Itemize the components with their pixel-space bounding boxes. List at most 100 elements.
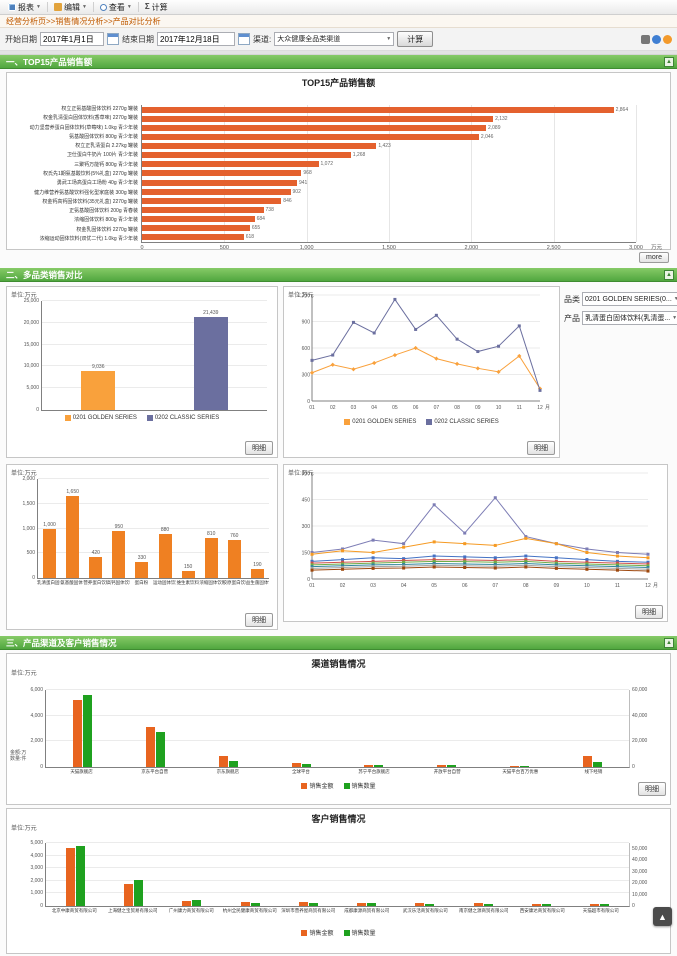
detail-button[interactable]: 明细 <box>638 782 666 796</box>
more-button[interactable]: more <box>639 252 669 263</box>
bar-groups <box>46 690 629 767</box>
category-select[interactable]: 0201 GOLDEN SERIES(0... ▼ <box>582 292 677 306</box>
edit-icon <box>53 3 62 11</box>
chevron-down-icon: ▼ <box>672 315 677 321</box>
calendar-icon[interactable] <box>238 33 250 45</box>
toolbar: 报表 ▼ 编辑 ▼ 查看 ▼ Σ 计算 <box>0 0 677 15</box>
end-date-input[interactable] <box>157 32 235 46</box>
start-date-input[interactable] <box>40 32 104 46</box>
category-label: 广州康力商贸有限公司 <box>168 908 214 913</box>
category-label: 浓缩固体饮料 <box>199 580 222 585</box>
gridline <box>38 502 269 504</box>
product-select[interactable]: 乳清蛋白固体饮料(乳清蛋... ▼ <box>582 311 677 325</box>
bar-row: 968 <box>142 170 636 177</box>
category-filter-row: 品类 0201 GOLDEN SERIES(0... ▼ <box>564 292 677 306</box>
product-total-chart-card: 单位:万元 0 500 1,000 1,500 2,000 1,000 1,650 420 95… <box>6 464 278 630</box>
back-to-top-button[interactable]: ▲ <box>653 907 672 926</box>
bar <box>192 900 202 906</box>
gridline <box>46 689 629 690</box>
bar-group <box>182 843 202 906</box>
bar-row: 655 <box>142 225 636 232</box>
left-tick-label: 0 <box>40 764 43 770</box>
legend-item: 0201 GOLDEN SERIES <box>64 415 137 421</box>
gridline <box>42 343 267 345</box>
plot-area: 2,864 2,132 2,089 2,046 1,423 1,268 1,072 968 94… <box>140 105 662 251</box>
bar-row: 618 <box>142 234 636 241</box>
svg-text:09: 09 <box>475 405 481 411</box>
top15-chart: 权立正氨基酸固体饮料 2270g 罐装 权金乳清蛋白固体饮料(香草味) 2270g… <box>7 105 670 251</box>
bar-column: 9,036 <box>81 301 116 410</box>
bar <box>182 900 192 906</box>
bars: 9,036 21,439 <box>42 301 267 410</box>
collapse-icon[interactable]: ▲ <box>664 57 674 67</box>
detail-button[interactable]: 明细 <box>527 441 555 455</box>
section-compare-title: 二、多品类销售对比 <box>6 270 83 280</box>
bar-column: 1,650 <box>66 479 80 578</box>
detail-button[interactable]: 明细 <box>635 605 663 619</box>
category-label: 权立正氨基酸固体饮料 2270g 罐装 <box>61 106 138 112</box>
svg-text:月: 月 <box>545 405 550 411</box>
bar-value-label: 846 <box>283 197 292 204</box>
section-channel-body: 渠道销售情况 单位:万元 金额:万 数量:件 6,000 4,000 2,000 0 6… <box>0 650 677 956</box>
channel-select[interactable]: 大众健康全品类渠道 ▼ <box>274 32 395 46</box>
bar-value-label: 655 <box>251 225 261 232</box>
detail-button[interactable]: 明细 <box>245 441 273 455</box>
top15-chart-panel: TOP15产品销售额 权立正氨基酸固体饮料 2270g 罐装 权金乳清蛋白固体饮料… <box>6 72 671 251</box>
filter-bar: 开始日期 结束日期 渠道: 大众健康全品类渠道 ▼ 计算 <box>0 28 677 51</box>
gridline <box>42 387 267 389</box>
bar-value-label: 2,864 <box>615 106 629 113</box>
collapse-icon[interactable]: ▲ <box>664 270 674 280</box>
bar <box>600 904 610 906</box>
bar <box>240 902 250 906</box>
svg-text:06: 06 <box>462 583 468 589</box>
bar-value-label: 150 <box>183 563 193 570</box>
bar <box>193 316 228 410</box>
bar <box>142 225 250 232</box>
widget-icon-gray[interactable] <box>641 34 650 44</box>
tick-label: 2,500 <box>546 245 561 251</box>
report-menu[interactable]: 报表 ▼ <box>4 1 45 14</box>
calendar-icon[interactable] <box>107 33 119 45</box>
bar <box>112 530 126 578</box>
gridline <box>38 527 269 529</box>
bar-group <box>291 690 311 767</box>
calc-menu[interactable]: Σ 计算 <box>141 1 172 14</box>
series-total-chart: 0 5,000 10,000 15,000 20,000 25,000 9,036 21,43… <box>7 298 277 413</box>
left-tick-label: 4,000 <box>30 852 43 859</box>
category-label: 品类 <box>564 294 580 304</box>
bar-value-label: 950 <box>114 523 123 530</box>
bar <box>532 903 542 906</box>
svg-text:05: 05 <box>431 583 437 589</box>
unit-label: 单位:万元 <box>288 471 314 477</box>
calculate-button[interactable]: 计算 <box>397 31 434 47</box>
category-label: 正氨基酸固体饮料 200g 青春装 <box>69 208 138 215</box>
bar <box>520 765 530 767</box>
bar-value-label: 2,132 <box>495 115 508 122</box>
customer-legend: 销售金额 销售数量 <box>7 928 670 937</box>
detail-button[interactable]: 明细 <box>245 613 273 627</box>
gridline <box>38 478 269 479</box>
bar-group <box>532 843 552 906</box>
svg-text:0: 0 <box>307 399 310 405</box>
section-channel-title: 三、产品渠道及客户销售情况 <box>6 638 117 648</box>
svg-text:600: 600 <box>302 471 311 477</box>
line-series <box>311 562 649 569</box>
category-label: 武汉乐活商贸有限公司 <box>402 908 448 913</box>
left-tick-label: 3,000 <box>30 865 43 872</box>
tick-label: 0 <box>36 407 39 413</box>
legend-item: 销售数量 <box>343 928 376 937</box>
edit-menu[interactable]: 编辑 ▼ <box>50 1 91 14</box>
collapse-icon[interactable]: ▲ <box>664 638 674 648</box>
bar <box>291 762 301 767</box>
widget-icon-blue[interactable] <box>652 34 661 44</box>
view-menu[interactable]: 查看 ▼ <box>96 1 136 14</box>
bar <box>142 143 377 150</box>
widget-icon-orange[interactable] <box>663 34 672 44</box>
unit-label: 单位:万元 <box>288 293 314 299</box>
svg-text:300: 300 <box>302 524 311 530</box>
category-label: 杭州全民健康商贸有限公司 <box>222 908 277 913</box>
bar-group <box>437 690 457 767</box>
category-label: 京东旗舰店 <box>216 769 240 774</box>
bar-group <box>510 690 530 767</box>
left-tick-label: 1,000 <box>30 890 43 897</box>
